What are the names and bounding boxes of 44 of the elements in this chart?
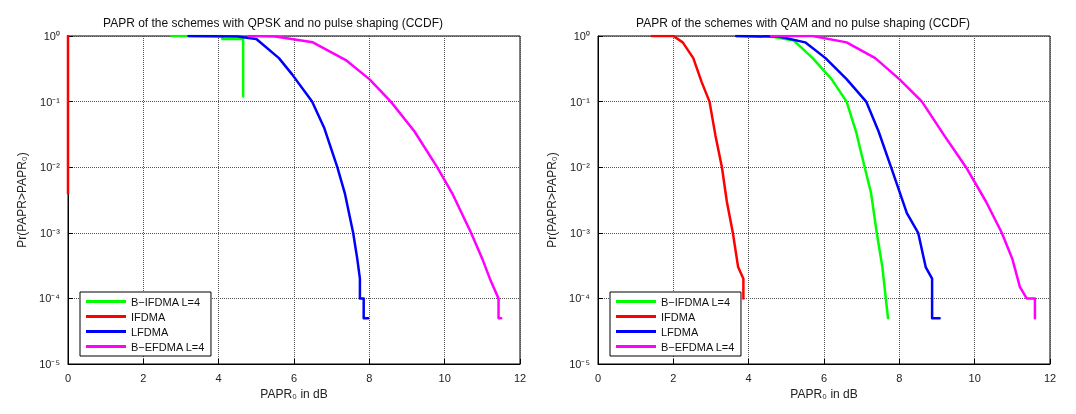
x-tick-label: 8	[896, 371, 903, 384]
y-tick-label: 10⁰	[43, 30, 60, 42]
x-tick-label: 2	[670, 371, 677, 384]
legend-label: IFDMA	[131, 310, 166, 323]
legend-label: B−IFDMA L=4	[661, 295, 731, 308]
x-tick-label: 0	[594, 371, 602, 384]
y-tick-label: 10⁻³	[40, 226, 61, 239]
x-axis-title: PAPR₀ in dB	[790, 386, 858, 401]
y-tick-label: 10⁻¹	[570, 95, 591, 108]
legend-label: LFDMA	[131, 325, 169, 338]
x-tick-label: 6	[820, 371, 828, 384]
y-tick-label: 10⁻⁴	[569, 292, 591, 305]
y-tick-label: 10⁻³	[570, 226, 591, 239]
x-tick-label: 0	[64, 371, 72, 384]
x-tick-label: 2	[140, 371, 147, 384]
legend-label: IFDMA	[661, 310, 696, 323]
legend-label: B−IFDMA L=4	[131, 295, 201, 308]
line-series	[770, 34, 1037, 320]
x-tick-label: 4	[215, 371, 222, 384]
legend-label: B−EFDMA L=4	[131, 340, 205, 353]
x-tick-label: 4	[745, 371, 752, 384]
x-tick-label: 6	[290, 371, 298, 384]
y-tick-label: 10⁻⁴	[39, 292, 61, 305]
x-tick-label: 10	[438, 371, 451, 384]
y-tick-label: 10⁰	[573, 30, 590, 42]
line-series	[734, 34, 941, 320]
legend-label: LFDMA	[661, 325, 699, 338]
line-series	[247, 34, 503, 320]
x-tick-label: 12	[513, 371, 527, 384]
y-tick-label: 10⁻¹	[40, 95, 61, 108]
chart-title: PAPR of the schemes with QAM and no pulse shaping (CCDF)	[636, 16, 970, 30]
y-tick-label: 10⁻⁵	[569, 358, 590, 370]
x-tick-label: 10	[968, 371, 981, 384]
legend-label: B−EFDMA L=4	[661, 340, 735, 353]
y-axis-title: Pr(PAPR>PAPR₀)	[15, 152, 29, 248]
x-tick-label: 8	[366, 371, 373, 384]
chart-title: PAPR of the schemes with QPSK and no pulse shaping (CCDF)	[103, 16, 443, 30]
y-tick-label: 10⁻²	[40, 161, 61, 174]
x-tick-label: 12	[1043, 371, 1057, 384]
y-tick-label: 10⁻⁵	[39, 358, 60, 370]
y-axis-title: Pr(PAPR>PAPR₀)	[545, 152, 559, 248]
x-axis-title: PAPR₀ in dB	[260, 386, 328, 401]
line-series	[650, 34, 745, 300]
y-tick-label: 10⁻²	[570, 161, 591, 174]
